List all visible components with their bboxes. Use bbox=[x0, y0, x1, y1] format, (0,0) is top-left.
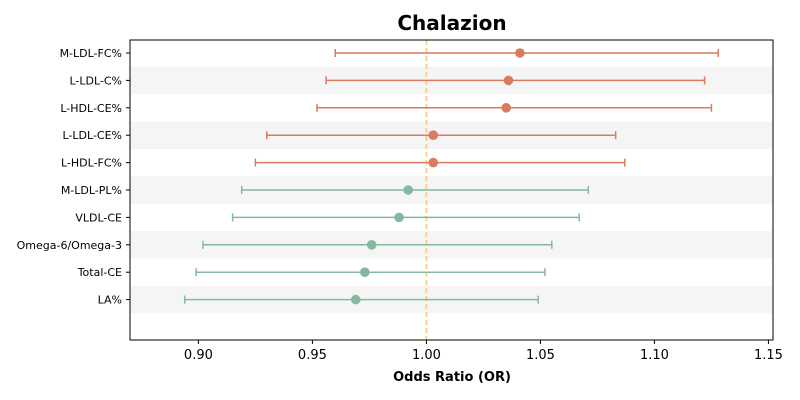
or-point bbox=[503, 75, 514, 86]
row-omega-6-omega-3 bbox=[202, 240, 553, 250]
y-tick-label: M-LDL-FC% bbox=[60, 47, 122, 60]
or-point bbox=[403, 185, 413, 195]
x-axis: 0.90 0.95 1.00 1.05 1.10 1.15 bbox=[184, 340, 783, 363]
x-tick-label: 1.15 bbox=[754, 348, 783, 363]
y-tick-label: Omega-6/Omega-3 bbox=[17, 239, 122, 252]
or-point bbox=[428, 157, 439, 168]
y-tick-label: VLDL-CE bbox=[75, 211, 122, 224]
y-tick-label: Total-CE bbox=[77, 266, 122, 279]
y-tick-label: L-HDL-FC% bbox=[61, 157, 122, 170]
or-point bbox=[501, 103, 512, 113]
chart-title: Chalazion bbox=[397, 11, 506, 35]
plot-rows bbox=[183, 48, 720, 305]
x-tick-label: 0.90 bbox=[184, 348, 213, 363]
y-tick-label: M-LDL-PL% bbox=[61, 184, 122, 197]
or-point bbox=[350, 294, 361, 305]
row-l-hdl-fc- bbox=[254, 157, 626, 168]
x-tick-label: 1.05 bbox=[526, 348, 555, 363]
row-l-ldl-c- bbox=[325, 75, 706, 86]
y-tick-label: L-LDL-CE% bbox=[63, 129, 123, 142]
y-axis: M-LDL-FC% L-LDL-C% L-HDL-CE% L-LDL-CE% L-HDL… bbox=[17, 47, 130, 307]
x-axis-label: Odds Ratio (OR) bbox=[393, 370, 511, 385]
row-l-hdl-ce- bbox=[316, 103, 713, 113]
x-tick-label: 1.00 bbox=[412, 348, 441, 363]
or-point bbox=[366, 240, 377, 250]
row-la- bbox=[183, 294, 539, 305]
row-total-ce bbox=[195, 267, 546, 278]
row-l-ldl-ce- bbox=[266, 130, 617, 140]
row-vldl-ce bbox=[231, 212, 580, 223]
x-tick-label: 1.10 bbox=[640, 348, 669, 363]
row-m-ldl-fc- bbox=[334, 48, 720, 58]
row-m-ldl-pl- bbox=[240, 185, 590, 195]
or-point bbox=[394, 212, 404, 223]
or-point bbox=[360, 267, 370, 278]
y-tick-label: L-LDL-C% bbox=[69, 74, 122, 87]
x-tick-label: 0.95 bbox=[298, 348, 327, 363]
y-tick-label: LA% bbox=[98, 294, 122, 307]
or-point bbox=[428, 130, 439, 140]
y-tick-label: L-HDL-CE% bbox=[60, 102, 122, 115]
or-point bbox=[515, 48, 525, 58]
